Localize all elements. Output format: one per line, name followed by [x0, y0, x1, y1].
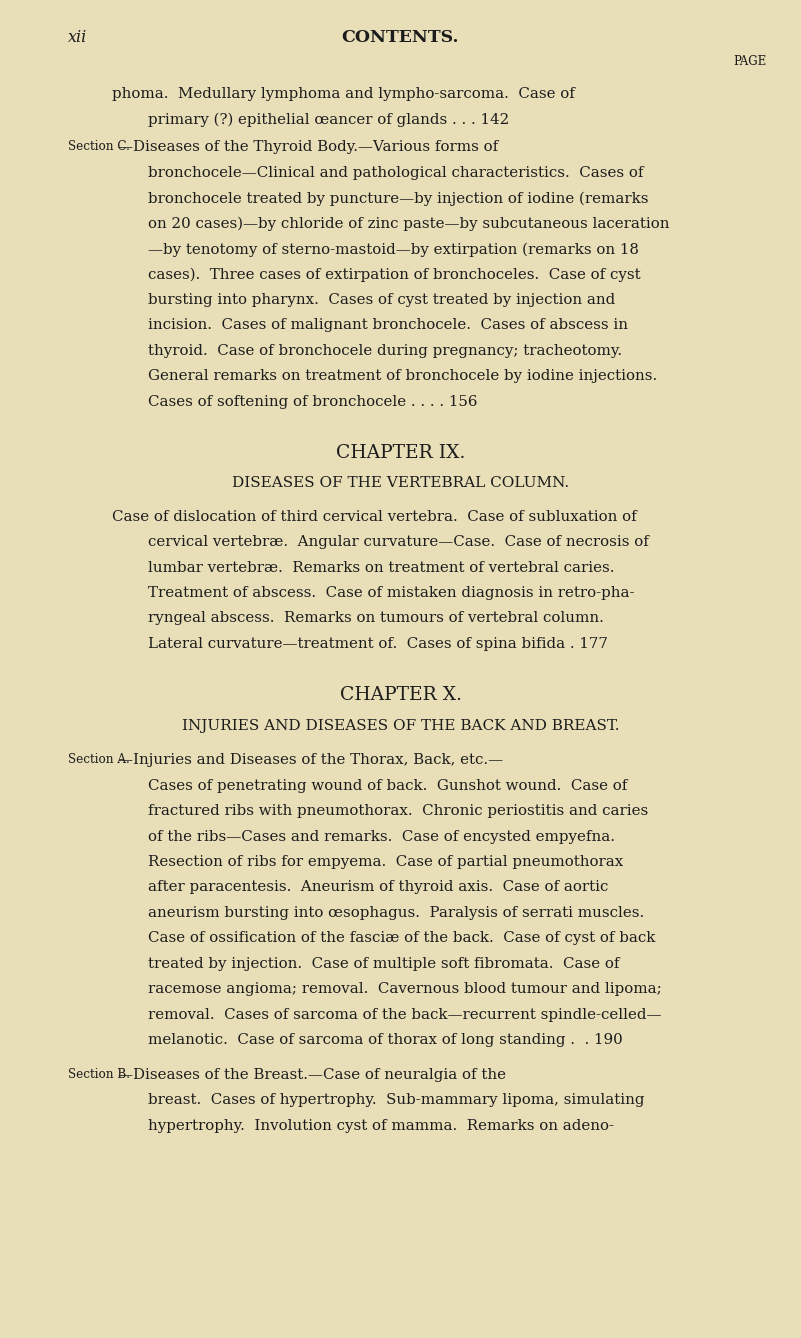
- Text: removal.  Cases of sarcoma of the back—recurrent spindle-celled—: removal. Cases of sarcoma of the back—re…: [148, 1008, 662, 1021]
- Text: racemose angioma; removal.  Cavernous blood tumour and lipoma;: racemose angioma; removal. Cavernous blo…: [148, 982, 662, 995]
- Text: thyroid.  Case of bronchocele during pregnancy; tracheotomy.: thyroid. Case of bronchocele during preg…: [148, 344, 622, 357]
- Text: after paracentesis.  Aneurism of thyroid axis.  Case of aortic: after paracentesis. Aneurism of thyroid …: [148, 880, 609, 894]
- Text: —Diseases of the Breast.—Case of neuralgia of the: —Diseases of the Breast.—Case of neuralg…: [118, 1068, 505, 1081]
- Text: lumbar vertebræ.  Remarks on treatment of vertebral caries.: lumbar vertebræ. Remarks on treatment of…: [148, 561, 614, 574]
- Text: CHAPTER IX.: CHAPTER IX.: [336, 444, 465, 462]
- Text: ryngeal abscess.  Remarks on tumours of vertebral column.: ryngeal abscess. Remarks on tumours of v…: [148, 611, 604, 625]
- Text: Cases of softening of bronchocele . . . . 156: Cases of softening of bronchocele . . . …: [148, 395, 477, 408]
- Text: —Injuries and Diseases of the Thorax, Back, etc.—: —Injuries and Diseases of the Thorax, Ba…: [118, 753, 503, 767]
- Text: incision.  Cases of malignant bronchocele.  Cases of abscess in: incision. Cases of malignant bronchocele…: [148, 318, 628, 332]
- Text: bursting into pharynx.  Cases of cyst treated by injection and: bursting into pharynx. Cases of cyst tre…: [148, 293, 615, 306]
- Text: fractured ribs with pneumothorax.  Chronic periostitis and caries: fractured ribs with pneumothorax. Chroni…: [148, 804, 649, 818]
- Text: of the ribs—Cases and remarks.  Case of encysted empyefna.: of the ribs—Cases and remarks. Case of e…: [148, 830, 615, 843]
- Text: INJURIES AND DISEASES OF THE BACK AND BREAST.: INJURIES AND DISEASES OF THE BACK AND BR…: [182, 719, 619, 732]
- Text: CHAPTER X.: CHAPTER X.: [340, 686, 461, 704]
- Text: PAGE: PAGE: [733, 55, 767, 68]
- Text: xii: xii: [68, 29, 87, 47]
- Text: General remarks on treatment of bronchocele by iodine injections.: General remarks on treatment of bronchoc…: [148, 369, 658, 383]
- Text: Section B.: Section B.: [68, 1068, 130, 1081]
- Text: Cases of penetrating wound of back.  Gunshot wound.  Case of: Cases of penetrating wound of back. Guns…: [148, 779, 627, 792]
- Text: Section A.: Section A.: [68, 753, 130, 767]
- Text: cases).  Three cases of extirpation of bronchoceles.  Case of cyst: cases). Three cases of extirpation of br…: [148, 268, 641, 282]
- Text: melanotic.  Case of sarcoma of thorax of long standing .  . 190: melanotic. Case of sarcoma of thorax of …: [148, 1033, 623, 1046]
- Text: —by tenotomy of sterno-mastoid—by extirpation (remarks on 18: —by tenotomy of sterno-mastoid—by extirp…: [148, 242, 639, 257]
- Text: bronchocele—Clinical and pathological characteristics.  Cases of: bronchocele—Clinical and pathological ch…: [148, 166, 644, 179]
- Text: phoma.  Medullary lymphoma and lympho-sarcoma.  Case of: phoma. Medullary lymphoma and lympho-sar…: [112, 87, 575, 100]
- Text: bronchocele treated by puncture—by injection of iodine (remarks: bronchocele treated by puncture—by injec…: [148, 191, 649, 206]
- Text: hypertrophy.  Involution cyst of mamma.  Remarks on adeno-: hypertrophy. Involution cyst of mamma. R…: [148, 1119, 614, 1132]
- Text: Treatment of abscess.  Case of mistaken diagnosis in retro-pha-: Treatment of abscess. Case of mistaken d…: [148, 586, 634, 599]
- Text: treated by injection.  Case of multiple soft fibromata.  Case of: treated by injection. Case of multiple s…: [148, 957, 620, 970]
- Text: Case of ossification of the fasciæ of the back.  Case of cyst of back: Case of ossification of the fasciæ of th…: [148, 931, 655, 945]
- Text: CONTENTS.: CONTENTS.: [342, 29, 459, 47]
- Text: Section C.: Section C.: [68, 140, 130, 154]
- Text: primary (?) epithelial œancer of glands . . . 142: primary (?) epithelial œancer of glands …: [148, 112, 509, 127]
- Text: Case of dislocation of third cervical vertebra.  Case of subluxation of: Case of dislocation of third cervical ve…: [112, 510, 637, 523]
- Text: Resection of ribs for empyema.  Case of partial pneumothorax: Resection of ribs for empyema. Case of p…: [148, 855, 623, 868]
- Text: on 20 cases)—by chloride of zinc paste—by subcutaneous laceration: on 20 cases)—by chloride of zinc paste—b…: [148, 217, 670, 231]
- Text: Lateral curvature—treatment of.  Cases of spina bifida . 177: Lateral curvature—treatment of. Cases of…: [148, 637, 608, 650]
- Text: breast.  Cases of hypertrophy.  Sub-mammary lipoma, simulating: breast. Cases of hypertrophy. Sub-mammar…: [148, 1093, 645, 1107]
- Text: cervical vertebræ.  Angular curvature—Case.  Case of necrosis of: cervical vertebræ. Angular curvature—Cas…: [148, 535, 649, 549]
- Text: aneurism bursting into œsophagus.  Paralysis of serrati muscles.: aneurism bursting into œsophagus. Paraly…: [148, 906, 645, 919]
- Text: DISEASES OF THE VERTEBRAL COLUMN.: DISEASES OF THE VERTEBRAL COLUMN.: [232, 476, 569, 490]
- Text: —Diseases of the Thyroid Body.—Various forms of: —Diseases of the Thyroid Body.—Various f…: [118, 140, 498, 154]
